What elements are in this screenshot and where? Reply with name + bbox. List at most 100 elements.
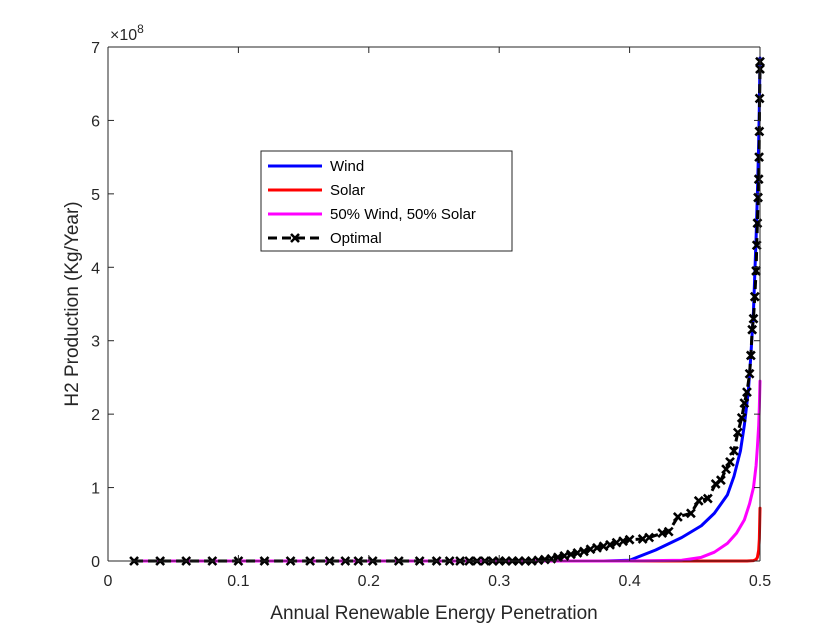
y-tick-label: 1 — [91, 481, 100, 498]
y-tick-label: 7 — [91, 40, 100, 57]
legend-label: Wind — [330, 158, 364, 175]
y-tick-label: 2 — [91, 407, 100, 424]
x-tick-label: 0.2 — [358, 573, 380, 590]
optimal-marker-stroke — [672, 512, 683, 522]
optimal-marker-stroke — [748, 313, 759, 324]
optimal-marker — [672, 512, 683, 522]
legend-label: Optimal — [330, 230, 382, 247]
optimal-marker — [753, 192, 763, 203]
optimal-marker — [754, 126, 765, 137]
legend-item: Solar — [268, 182, 365, 199]
optimal-marker — [748, 313, 759, 324]
optimal-marker-stroke — [566, 549, 576, 560]
legend-item: Wind — [268, 158, 364, 175]
y-axis-title: H2 Production (Kg/Year) — [62, 201, 83, 406]
optimal-marker-stroke — [592, 542, 602, 553]
legend-box — [260, 150, 513, 252]
optimal-marker — [747, 324, 758, 335]
optimal-marker — [754, 152, 765, 163]
optimal-marker — [663, 526, 674, 537]
optimal-marker-stroke — [744, 368, 755, 379]
plot-background — [108, 47, 760, 561]
optimal-marker-stroke — [725, 456, 735, 467]
legend-label: 50% Wind, 50% Solar — [330, 206, 476, 223]
x-tick-label: 0.3 — [488, 573, 510, 590]
legend-label: Solar — [330, 182, 365, 199]
optimal-marker-stroke — [598, 541, 609, 552]
legend-item: Optimal — [268, 230, 382, 247]
optimal-marker-stroke — [753, 174, 764, 185]
legend-marker — [290, 233, 300, 243]
optimal-marker — [693, 495, 704, 506]
axes: 0 0.1 0.2 0.3 0.4 0.5 0 1 2 3 4 5 6 7 — [91, 40, 771, 590]
optimal-marker — [579, 546, 589, 557]
y-tick-label: 4 — [91, 260, 100, 277]
optimal-marker-stroke — [637, 534, 648, 544]
optimal-marker-stroke — [742, 387, 752, 398]
optimal-marker — [715, 475, 726, 486]
y-tick-label: 0 — [91, 554, 100, 571]
optimal-marker-stroke — [751, 240, 762, 251]
optimal-marker-stroke — [611, 537, 622, 548]
y-axis-exponent-power: 8 — [137, 22, 144, 36]
optimal-marker-stroke — [702, 493, 713, 504]
y-tick-label: 3 — [91, 334, 100, 351]
optimal-marker-stroke — [732, 427, 743, 438]
optimal-marker-stroke — [751, 266, 762, 276]
optimal-marker — [605, 539, 615, 550]
optimal-marker-stroke — [693, 495, 704, 506]
optimal-marker-stroke — [585, 544, 596, 555]
y-tick-label: 5 — [91, 187, 100, 204]
optimal-marker-stroke — [539, 554, 550, 565]
optimal-marker — [751, 266, 762, 276]
optimal-marker — [744, 368, 755, 379]
optimal-marker — [644, 532, 655, 543]
optimal-marker-stroke — [559, 550, 570, 561]
optimal-marker-stroke — [579, 546, 589, 557]
optimal-marker-stroke — [624, 534, 635, 545]
y-axis-exponent: ×108 — [110, 22, 144, 44]
legend-item: 50% Wind, 50% Solar — [268, 206, 476, 223]
optimal-marker-stroke — [715, 475, 726, 486]
optimal-marker-stroke — [736, 412, 747, 423]
optimal-marker — [742, 387, 752, 398]
optimal-marker — [721, 464, 732, 475]
optimal-marker — [736, 412, 747, 423]
optimal-marker-stroke — [754, 152, 765, 163]
optimal-marker-stroke — [754, 126, 765, 137]
y-tick-label: 6 — [91, 113, 100, 130]
optimal-marker — [739, 398, 750, 409]
optimal-marker — [751, 240, 762, 251]
optimal-marker-stroke — [739, 398, 750, 409]
x-tick-label: 0.4 — [618, 573, 640, 590]
optimal-marker-stroke — [747, 324, 758, 335]
optimal-marker-stroke — [605, 539, 615, 550]
plot-area — [108, 47, 765, 566]
x-tick-label: 0.1 — [227, 573, 249, 590]
optimal-marker — [753, 174, 764, 185]
optimal-marker-stroke — [533, 555, 544, 566]
optimal-marker-stroke — [753, 192, 763, 203]
optimal-marker-stroke — [663, 526, 674, 537]
optimal-marker-stroke — [745, 350, 756, 361]
x-tick-label: 0.5 — [749, 573, 771, 590]
optimal-marker — [749, 291, 760, 302]
optimal-marker — [745, 350, 756, 361]
optimal-marker — [685, 508, 696, 519]
optimal-marker-stroke — [685, 508, 696, 519]
optimal-marker-stroke — [729, 445, 739, 456]
optimal-marker — [725, 456, 735, 467]
optimal-marker-stroke — [644, 532, 655, 543]
optimal-marker-stroke — [657, 528, 668, 539]
optimal-marker-stroke — [552, 552, 563, 563]
optimal-marker-stroke — [572, 548, 583, 558]
optimal-marker-stroke — [618, 536, 628, 547]
x-tick-label: 0 — [104, 573, 113, 590]
legend: Wind Solar 50% Wind, 50% Solar Optimal — [260, 150, 513, 252]
optimal-marker — [732, 427, 743, 438]
optimal-marker — [624, 534, 635, 545]
optimal-marker-stroke — [749, 291, 760, 302]
optimal-marker — [702, 493, 713, 504]
optimal-marker-stroke — [721, 464, 732, 475]
